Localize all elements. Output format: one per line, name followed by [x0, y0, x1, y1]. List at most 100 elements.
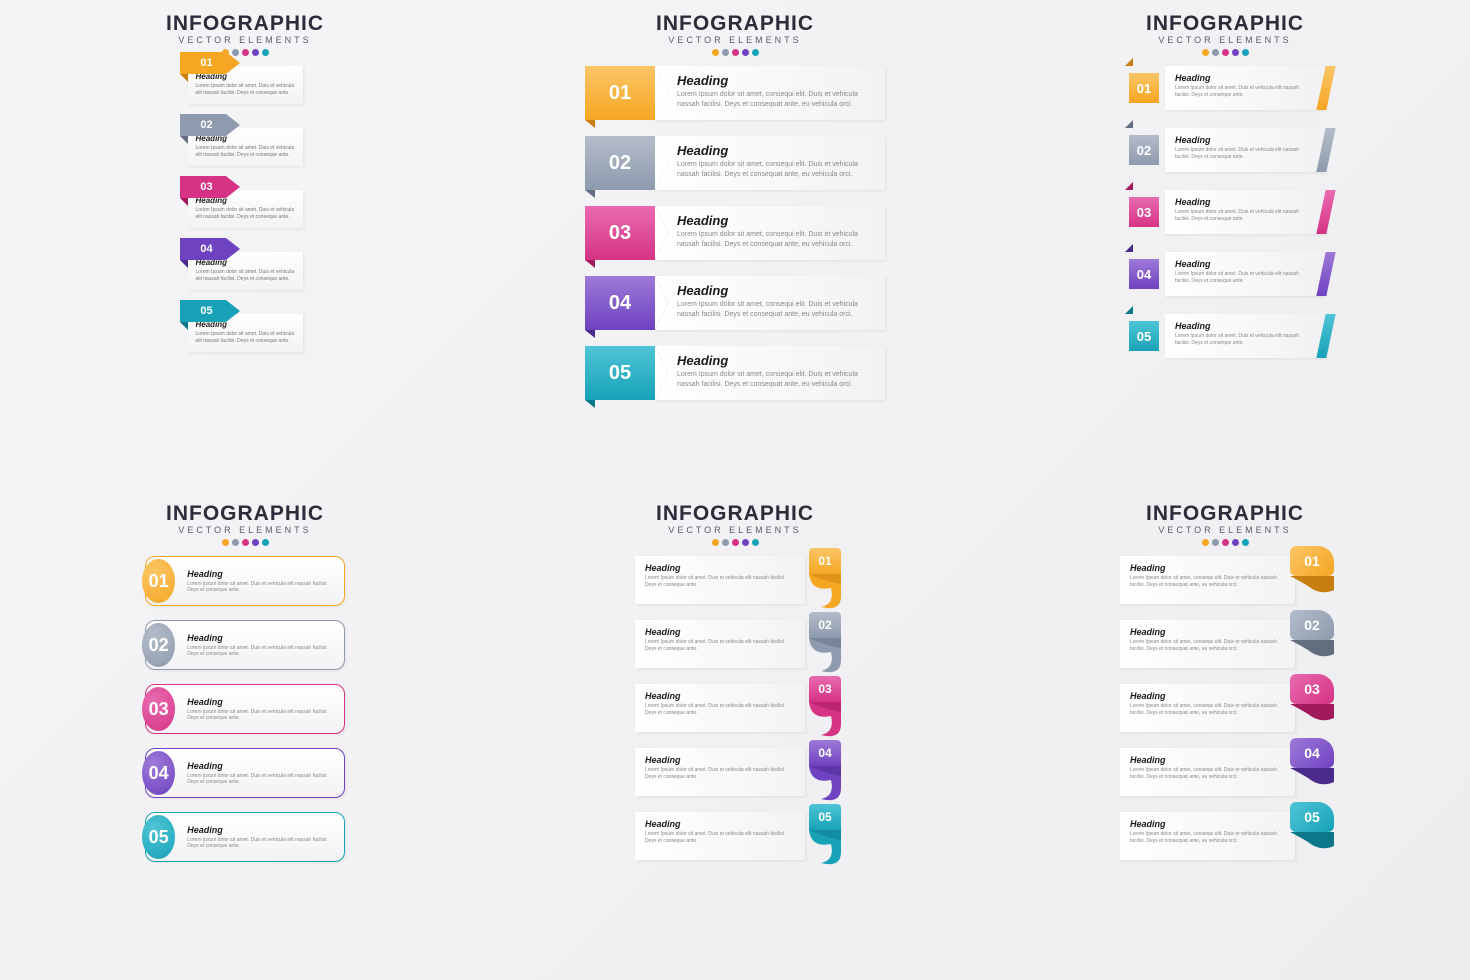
list-item: 02HeadingLorem Ipsum dolor sit amet. Dui…	[1125, 128, 1325, 172]
subtitle: VECTOR ELEMENTS	[166, 525, 324, 535]
dots-row	[166, 539, 324, 546]
dot	[732, 49, 739, 56]
number-circle: 02	[142, 623, 175, 667]
fold	[180, 322, 188, 330]
body: Lorem Ipsum dolor sit amet. Duis et vehi…	[187, 837, 334, 850]
body: Lorem Ipsum dolor sit amet. Duis et vehi…	[187, 773, 334, 786]
list-item: 04HeadingLorem Ipsum dolor sit amet. Dui…	[188, 252, 303, 290]
list-item: HeadingLorem Ipsum dolor sit amet, conse…	[1120, 748, 1330, 796]
number-tab: 04	[809, 740, 841, 766]
heading: Heading	[677, 143, 873, 158]
card: HeadingLorem Ipsum dolor sit amet. Duis …	[1165, 252, 1325, 296]
card: HeadingLorem Ipsum dolor sit amet, conse…	[655, 276, 885, 330]
body: Lorem Ipsum dolor sit amet. Duis et vehi…	[645, 703, 795, 716]
dot	[712, 539, 719, 546]
list-item: HeadingLorem Ipsum dolor sit amet. Duis …	[635, 556, 835, 604]
ribbon-curl	[809, 574, 841, 612]
card-text: HeadingLorem Ipsum dolor sit amet. Duis …	[177, 697, 344, 722]
dot	[752, 539, 759, 546]
heading: Heading	[1130, 819, 1285, 829]
dot	[1202, 539, 1209, 546]
list-item: Heading Lorem Ipsum dolor sit amet, conse…	[1120, 556, 1330, 604]
number-arrow: 02	[180, 114, 240, 136]
body: Lorem Ipsum dolor sit amet. Duis et vehi…	[196, 207, 295, 220]
number-tab: 03	[585, 206, 655, 260]
title: INFOGRAPHIC	[166, 502, 324, 526]
number-tab: 01	[585, 66, 655, 120]
number-circle: 04	[142, 751, 175, 795]
dots-row	[656, 49, 814, 56]
fold	[585, 400, 595, 408]
dot	[752, 49, 759, 56]
card-text: HeadingLorem Ipsum dolor sit amet. Duis …	[177, 633, 344, 658]
dot	[252, 539, 259, 546]
card: HeadingLorem Ipsum dolor sit amet. Duis …	[1165, 190, 1325, 234]
heading: Heading	[1130, 691, 1285, 701]
dots-row	[1146, 49, 1304, 56]
number-circle: 01	[142, 559, 175, 603]
number-badge: 03	[1129, 197, 1159, 227]
list-item: 03HeadingLorem Ipsum dolor sit amet. Dui…	[1125, 190, 1325, 234]
subtitle: VECTOR ELEMENTS	[656, 35, 814, 45]
dot	[242, 49, 249, 56]
list-item: 02HeadingLorem Ipsum dolor sit amet, con…	[585, 136, 885, 190]
card: HeadingLorem Ipsum dolor sit amet. Duis …	[1165, 66, 1325, 110]
card: HeadingLorem Ipsum dolor sit amet, conse…	[1120, 684, 1295, 732]
infographic-v4: INFOGRAPHICVECTOR ELEMENTS01HeadingLorem…	[0, 490, 490, 980]
card-text: HeadingLorem Ipsum dolor sit amet. Duis …	[177, 569, 344, 594]
body: Lorem Ipsum dolor sit amet, consequi eli…	[1130, 575, 1285, 588]
number-tab: 02	[1290, 610, 1334, 640]
list-item: HeadingLorem Ipsum dolor sit amet, conse…	[1120, 684, 1330, 732]
body: Lorem Ipsum dolor sit amet. Duis et vehi…	[196, 83, 295, 96]
infographic-v2: INFOGRAPHICVECTOR ELEMENTS01HeadingLorem…	[490, 0, 980, 490]
card: HeadingLorem Ipsum dolor sit amet. Duis …	[635, 748, 805, 796]
item-list: 01HeadingLorem Ipsum dolor sit amet. Dui…	[188, 66, 303, 352]
fold	[180, 260, 188, 268]
number-badge: 02	[1129, 135, 1159, 165]
dot	[242, 539, 249, 546]
dot	[262, 539, 269, 546]
infographic-v6: INFOGRAPHICVECTOR ELEMENTSHeadingLorem I…	[980, 490, 1470, 980]
card: HeadingLorem Ipsum dolor sit amet, conse…	[655, 66, 885, 120]
card: HeadingLorem Ipsum dolor sit amet. Duis …	[635, 620, 805, 668]
number-tab: 01	[809, 548, 841, 574]
body: Lorem Ipsum dolor sit amet. Duis et vehi…	[187, 645, 334, 658]
fold	[1125, 306, 1133, 314]
dot	[1232, 49, 1239, 56]
list-item: 01HeadingLorem Ipsum dolor sit amet. Dui…	[145, 556, 345, 606]
heading: Heading	[187, 825, 334, 835]
list-item: 04HeadingLorem Ipsum dolor sit amet. Dui…	[145, 748, 345, 798]
heading: Heading	[1130, 755, 1285, 765]
infographic-grid: INFOGRAPHICVECTOR ELEMENTS01HeadingLorem…	[0, 0, 1470, 980]
item-list: 01HeadingLorem Ipsum dolor sit amet. Dui…	[1125, 66, 1325, 358]
dot	[222, 539, 229, 546]
subtitle: VECTOR ELEMENTS	[656, 525, 814, 535]
number-arrow: 01	[180, 52, 240, 74]
dot	[742, 49, 749, 56]
heading: Heading	[1130, 563, 1285, 573]
list-item: 04HeadingLorem Ipsum dolor sit amet, con…	[585, 276, 885, 330]
heading: Heading	[1175, 321, 1315, 331]
title-block: INFOGRAPHICVECTOR ELEMENTS	[656, 12, 814, 56]
dot	[1222, 539, 1229, 546]
title: INFOGRAPHIC	[1146, 502, 1304, 526]
item-list: 01HeadingLorem Ipsum dolor sit amet, con…	[585, 66, 885, 400]
body: Lorem Ipsum dolor sit amet, consequi eli…	[677, 160, 873, 180]
list-item: HeadingLorem Ipsum dolor sit amet. Duis …	[635, 684, 835, 732]
title: INFOGRAPHIC	[1146, 12, 1304, 36]
dot	[712, 49, 719, 56]
fold	[585, 120, 595, 128]
ribbon-curl	[809, 702, 841, 740]
list-item: 05HeadingLorem Ipsum dolor sit amet, con…	[585, 346, 885, 400]
dot	[1202, 49, 1209, 56]
title-block: INFOGRAPHICVECTOR ELEMENTS	[166, 502, 324, 546]
card: HeadingLorem Ipsum dolor sit amet, conse…	[655, 206, 885, 260]
card: HeadingLorem Ipsum dolor sit amet, conse…	[1120, 620, 1295, 668]
list-item: 02HeadingLorem Ipsum dolor sit amet. Dui…	[145, 620, 345, 670]
heading: Heading	[677, 283, 873, 298]
number-tab: 02	[809, 612, 841, 638]
title: INFOGRAPHIC	[656, 12, 814, 36]
body: Lorem Ipsum dolor sit amet. Duis et vehi…	[1175, 85, 1315, 98]
card-text: HeadingLorem Ipsum dolor sit amet. Duis …	[177, 761, 344, 786]
dot	[1212, 539, 1219, 546]
